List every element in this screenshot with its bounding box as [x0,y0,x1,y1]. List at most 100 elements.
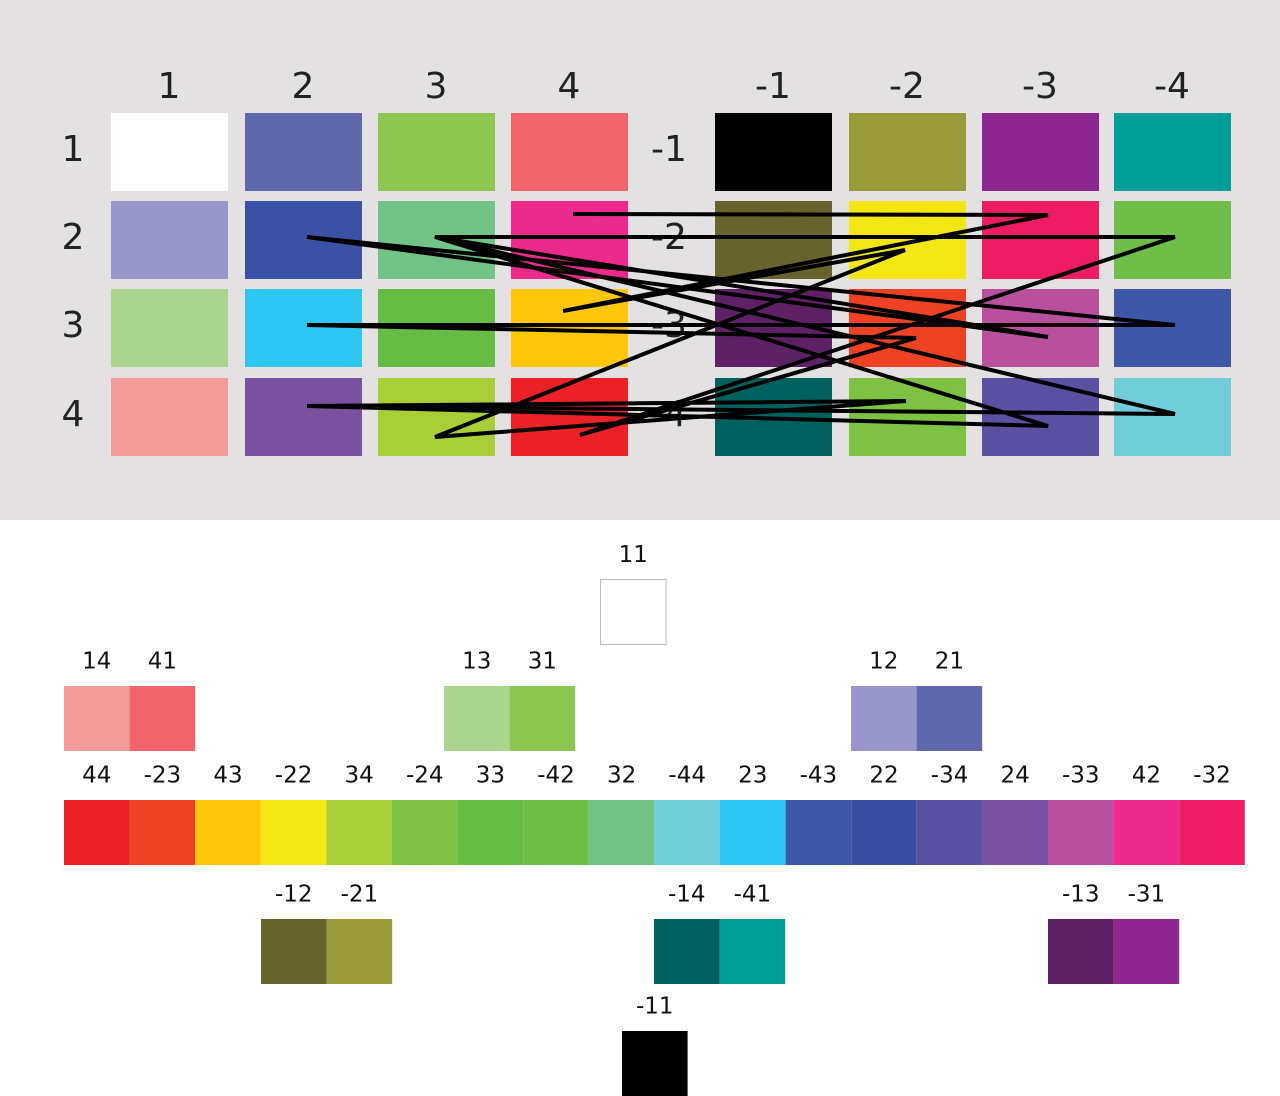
swatch [129,686,196,751]
swatch-label: 44 [82,763,111,789]
color-cell [1114,378,1231,456]
swatch [195,800,261,865]
swatch [261,919,327,984]
swatch-label: -22 [275,763,313,789]
swatch-label: -32 [1193,763,1231,789]
column-label: 2 [292,66,315,107]
color-cell [511,378,628,456]
swatch-label: 32 [607,763,636,789]
column-label: -4 [1154,66,1190,107]
swatch [600,579,667,645]
color-cell [511,113,628,191]
swatch-label: 12 [869,649,898,675]
swatch [523,800,589,865]
swatch [916,800,983,865]
swatch-label: 11 [619,542,648,568]
swatch [851,800,917,865]
color-cell [245,289,362,367]
swatch-label: -44 [668,763,706,789]
color-cell [849,378,966,456]
swatch-label: -11 [636,994,674,1020]
swatch-label: -43 [800,763,838,789]
swatch-label: -13 [1062,882,1100,908]
swatch [916,686,983,751]
swatch-label: 14 [82,649,111,675]
color-cell [1114,113,1231,191]
swatch [326,919,393,984]
swatch-label: -14 [668,882,706,908]
column-label: -1 [755,66,791,107]
swatch-label: -21 [341,882,379,908]
swatch [326,800,392,865]
swatch-label: -23 [144,763,182,789]
row-label: 2 [62,217,85,258]
color-cell [111,113,228,191]
swatch-label: -24 [406,763,444,789]
swatch [1048,919,1114,984]
zigzag-line [306,212,1176,439]
column-label: 4 [558,66,581,107]
swatch [392,800,458,865]
swatch [1113,919,1180,984]
swatch [444,686,510,751]
swatch [720,800,786,865]
swatch [509,686,576,751]
color-cell [1114,289,1231,367]
swatch [654,919,720,984]
color-cell [245,378,362,456]
column-label: 3 [425,66,448,107]
swatch [982,800,1048,865]
swatch [260,800,327,865]
color-cell [378,201,495,279]
swatches: 11 14 41 13 31 12 21 44 -23 43 -22 34 -24 33 -42 32 -44 2… [64,542,1245,1096]
swatch-label: -33 [1062,763,1100,789]
swatch [588,800,655,865]
color-cell [715,113,832,191]
column-label: 1 [158,66,181,107]
swatch-label: 33 [476,763,505,789]
swatch-label: -12 [275,882,313,908]
swatch [785,800,852,865]
color-cell [982,113,1099,191]
swatch-label: -41 [734,882,772,908]
swatch-label: 31 [528,649,557,675]
color-cell [378,113,495,191]
swatch-label: 42 [1132,763,1161,789]
swatch-label: 13 [462,649,491,675]
swatch [654,800,720,865]
swatch [129,800,196,865]
swatch [64,800,130,865]
color-cell [378,378,495,456]
swatch-label: 43 [213,763,242,789]
swatch [1048,800,1114,865]
swatch [64,686,130,751]
color-cell [849,113,966,191]
swatch [457,800,524,865]
swatch [719,919,786,984]
swatch-label: -31 [1128,882,1166,908]
color-cell [245,113,362,191]
swatch [1113,800,1180,865]
swatch [622,1031,688,1096]
row-label: 4 [62,394,85,435]
swatch-label: -34 [931,763,969,789]
color-cell [111,201,228,279]
swatch-label: -42 [537,763,575,789]
color-cell [111,378,228,456]
swatch-label: 21 [935,649,964,675]
column-label: -2 [889,66,925,107]
swatch-label: 23 [738,763,767,789]
color-cell [111,289,228,367]
color-cell [1114,201,1231,279]
row-label: -1 [651,129,687,170]
swatch [851,686,917,751]
row-label: 1 [62,129,85,170]
swatch-label: 22 [869,763,898,789]
column-label: -3 [1022,66,1058,107]
swatch-label: 34 [345,763,374,789]
swatch-label: 24 [1001,763,1030,789]
row-label: 3 [62,305,85,346]
swatch [1179,800,1245,865]
